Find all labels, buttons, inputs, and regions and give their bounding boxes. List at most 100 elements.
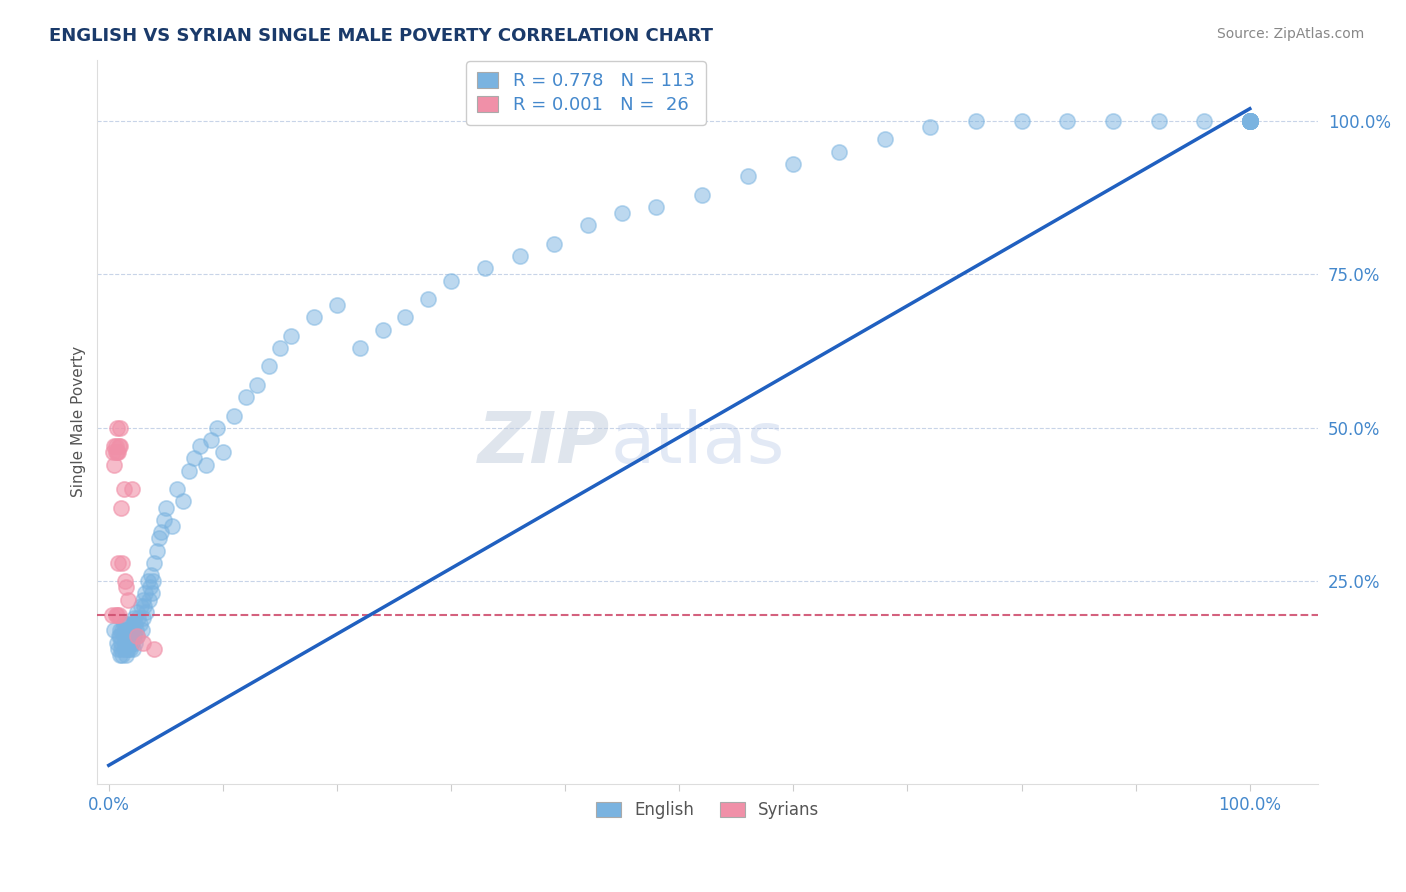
Point xyxy=(111,648,134,662)
Point xyxy=(108,607,131,622)
Point xyxy=(212,445,235,459)
Point xyxy=(107,556,129,570)
Point xyxy=(127,605,149,619)
Point xyxy=(117,592,139,607)
Point xyxy=(166,482,188,496)
Y-axis label: Single Male Poverty: Single Male Poverty xyxy=(72,346,86,497)
Point xyxy=(136,574,159,589)
Point xyxy=(114,624,136,638)
Point xyxy=(108,439,131,453)
Point xyxy=(1239,114,1261,128)
Point xyxy=(121,624,143,638)
Point xyxy=(111,556,134,570)
Point xyxy=(110,500,132,515)
Point xyxy=(737,169,759,184)
Point xyxy=(122,630,145,644)
Point xyxy=(104,445,127,459)
Point xyxy=(612,206,634,220)
Point xyxy=(115,617,138,632)
Point xyxy=(115,635,138,649)
Point xyxy=(1239,114,1261,128)
Point xyxy=(114,635,136,649)
Point xyxy=(118,635,141,649)
Point xyxy=(690,187,713,202)
Point xyxy=(107,445,129,459)
Point xyxy=(246,377,269,392)
Point xyxy=(127,630,149,644)
Point xyxy=(143,556,166,570)
Point xyxy=(128,617,150,632)
Point xyxy=(124,617,146,632)
Point xyxy=(105,421,128,435)
Legend: English, Syrians: English, Syrians xyxy=(589,795,825,826)
Point xyxy=(1192,114,1215,128)
Point xyxy=(349,341,371,355)
Point xyxy=(1239,114,1261,128)
Point xyxy=(108,630,131,644)
Point xyxy=(152,513,174,527)
Point xyxy=(112,630,135,644)
Point xyxy=(135,605,157,619)
Point xyxy=(127,630,149,644)
Point xyxy=(235,390,257,404)
Point xyxy=(114,574,136,589)
Point xyxy=(1239,114,1261,128)
Point xyxy=(115,624,138,638)
Point xyxy=(118,617,141,632)
Point xyxy=(965,114,987,128)
Point xyxy=(121,635,143,649)
Point xyxy=(117,630,139,644)
Point xyxy=(160,519,183,533)
Point xyxy=(108,630,131,644)
Point xyxy=(134,586,156,600)
Point xyxy=(1011,114,1033,128)
Point xyxy=(474,261,496,276)
Point xyxy=(134,599,156,613)
Point xyxy=(418,292,440,306)
Point xyxy=(131,624,153,638)
Point xyxy=(142,574,165,589)
Point xyxy=(1239,114,1261,128)
Point xyxy=(104,607,127,622)
Point xyxy=(205,421,228,435)
Point xyxy=(108,648,131,662)
Point xyxy=(105,445,128,459)
Point xyxy=(148,531,170,545)
Point xyxy=(188,439,211,453)
Point xyxy=(108,624,131,638)
Point xyxy=(183,451,205,466)
Point xyxy=(302,310,325,325)
Point xyxy=(111,624,134,638)
Point xyxy=(115,648,138,662)
Text: ZIP: ZIP xyxy=(478,409,610,478)
Point xyxy=(1239,114,1261,128)
Point xyxy=(103,624,125,638)
Point xyxy=(110,641,132,656)
Text: atlas: atlas xyxy=(610,409,785,478)
Point xyxy=(101,607,124,622)
Point xyxy=(269,341,291,355)
Point xyxy=(782,157,804,171)
Point xyxy=(103,445,125,459)
Point xyxy=(394,310,416,325)
Point xyxy=(105,607,128,622)
Point xyxy=(1239,114,1261,128)
Point xyxy=(132,635,155,649)
Point xyxy=(440,273,463,287)
Point xyxy=(112,641,135,656)
Point xyxy=(371,323,394,337)
Point xyxy=(103,439,125,453)
Point xyxy=(121,482,143,496)
Point xyxy=(543,236,565,251)
Point xyxy=(112,482,135,496)
Point xyxy=(280,328,302,343)
Point xyxy=(121,641,143,656)
Text: Source: ZipAtlas.com: Source: ZipAtlas.com xyxy=(1216,27,1364,41)
Text: ENGLISH VS SYRIAN SINGLE MALE POVERTY CORRELATION CHART: ENGLISH VS SYRIAN SINGLE MALE POVERTY CO… xyxy=(49,27,713,45)
Point xyxy=(120,630,142,644)
Point xyxy=(257,359,280,374)
Point xyxy=(132,611,155,625)
Point xyxy=(127,611,149,625)
Point xyxy=(108,421,131,435)
Point xyxy=(143,641,166,656)
